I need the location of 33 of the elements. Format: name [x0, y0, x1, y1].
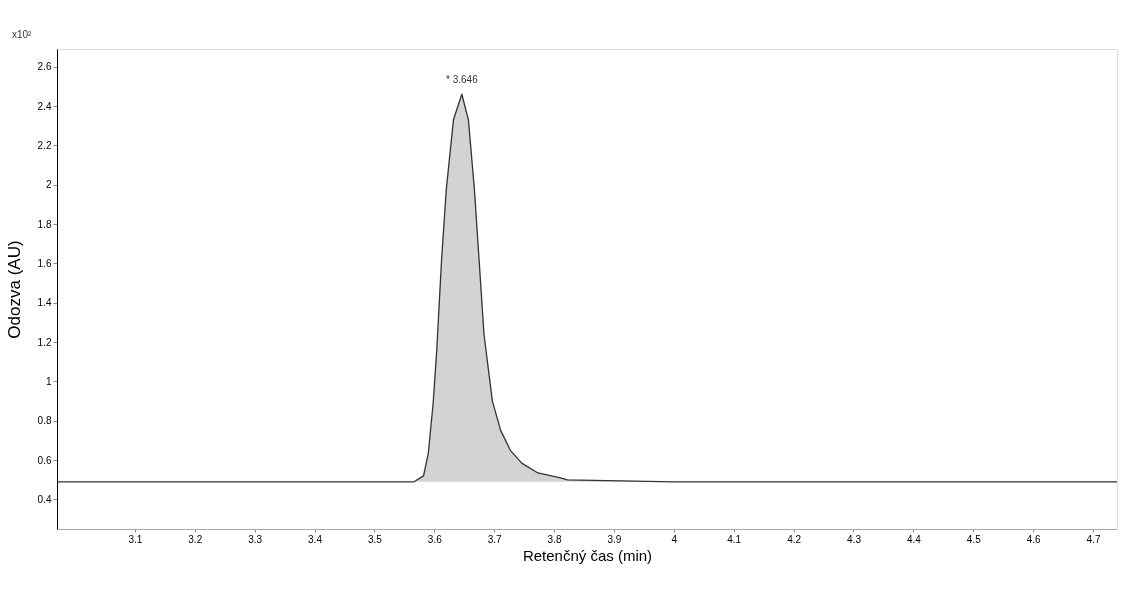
x-tick-label: 4.5: [966, 533, 982, 545]
x-tick-label: 4.6: [1026, 533, 1042, 545]
x-tick-label: 3.8: [547, 533, 562, 545]
y-tick-label: 0.4: [37, 493, 52, 505]
x-tick-label: 4.7: [1086, 533, 1101, 545]
y-tick-label: 2.2: [37, 139, 52, 151]
y-tick-label: 0.6: [37, 454, 52, 466]
y-tick-label: 1.6: [37, 257, 52, 269]
y-tick-label: 1.4: [37, 297, 52, 309]
y-tick-label: 2.6: [37, 61, 52, 73]
x-tick-label: 3.9: [607, 533, 622, 545]
y-tick-label: 1.8: [37, 218, 52, 230]
y-axis-title: Odozva (AU): [4, 240, 24, 339]
x-tick-label: 3.2: [188, 533, 203, 545]
x-tick-label: 3.4: [308, 533, 323, 545]
x-tick-label: 4.3: [847, 533, 862, 545]
y-tick-label: 2.4: [37, 100, 52, 112]
x-axis-title: Retenčný čas (min): [522, 546, 653, 564]
annotation: * 3.646: [445, 74, 479, 86]
x-tick-label: 3.1: [128, 533, 143, 545]
x-tick-label: 3.7: [487, 533, 503, 545]
x-tick-label: 4.2: [787, 533, 802, 545]
x-tick-label: 4.1: [727, 533, 742, 545]
x-tick-label: 4: [671, 533, 678, 545]
y-tick-label: 0.8: [37, 415, 52, 427]
y-tick-label: 1.2: [37, 336, 52, 348]
x-tick-label: 3.5: [367, 533, 383, 545]
x-tick-label: 4.4: [906, 533, 922, 545]
y-tick-label: 1: [45, 375, 52, 387]
x-tick-label: 3.3: [248, 533, 263, 545]
x-tick-label: 3.6: [427, 533, 443, 545]
text: x10²: [12, 29, 33, 40]
y-tick-label: 2: [45, 179, 52, 191]
